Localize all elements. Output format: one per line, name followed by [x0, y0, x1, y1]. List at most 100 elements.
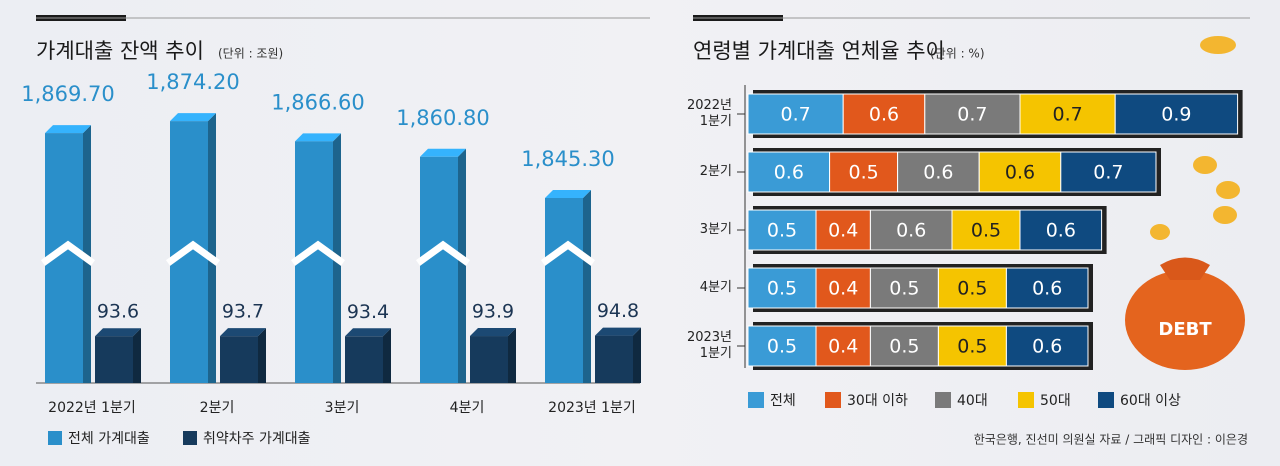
axis-break: [540, 240, 596, 266]
data-label: 0.6: [896, 220, 926, 242]
legend-swatch: [748, 392, 764, 408]
data-label: 0.4: [828, 336, 858, 358]
data-label: 0.5: [767, 220, 797, 242]
bar-segment: [924, 93, 1021, 135]
bar: [595, 335, 633, 383]
chart-title: 연령별 가계대출 연체율 추이: [693, 39, 945, 63]
bar-side: [133, 328, 141, 383]
bar-segment: [1005, 325, 1089, 367]
bar-segment: [815, 209, 871, 251]
x-tick-label: 3분기: [325, 400, 360, 416]
legend-label: 전체 가계대출: [68, 431, 150, 447]
data-label: 0.6: [1046, 220, 1076, 242]
legend-swatch: [183, 431, 197, 445]
data-label: 0.6: [869, 104, 899, 126]
data-label: 0.7: [1093, 162, 1123, 184]
bar-segment: [747, 209, 817, 251]
x-tick-label: 2분기: [200, 400, 235, 416]
data-label: 0.6: [1032, 336, 1062, 358]
data-label: 1,860.80: [396, 106, 490, 130]
bar-segment: [869, 325, 939, 367]
source-note: 한국은행, 진선미 의원실 자료 / 그래픽 디자인 : 이은경: [974, 432, 1248, 447]
bar-segment: [937, 325, 1007, 367]
bar-segment: [747, 93, 844, 135]
bar: [295, 141, 333, 383]
data-label: 1,845.30: [521, 147, 615, 171]
data-label: 0.7: [780, 104, 810, 126]
axis-break: [290, 240, 346, 266]
bar-segment: [747, 267, 817, 309]
data-label: 0.7: [1052, 104, 1082, 126]
axis-break: [40, 240, 96, 266]
y-tick-label: 3분기: [699, 222, 732, 237]
data-label: 0.6: [1032, 278, 1062, 300]
bar: [420, 156, 458, 383]
legend-label: 60대 이상: [1120, 393, 1181, 409]
chart-title: 가계대출 잔액 추이: [36, 39, 204, 63]
bar-segment: [1114, 93, 1239, 135]
bar-side: [383, 328, 391, 383]
legend-label: 40대: [957, 393, 988, 409]
bar-side: [508, 328, 516, 383]
bar-segment: [1005, 267, 1089, 309]
data-label: 1,874.20: [146, 70, 240, 94]
bar-side: [583, 190, 591, 383]
data-label: 0.5: [957, 278, 987, 300]
data-label: 0.4: [828, 220, 858, 242]
data-label: 93.6: [97, 301, 139, 323]
bar-segment: [978, 151, 1062, 193]
legend-swatch: [1098, 392, 1114, 408]
legend-label: 취약차주 가계대출: [203, 431, 311, 447]
bar: [545, 198, 583, 383]
data-label: 0.5: [848, 162, 878, 184]
bar-top: [420, 148, 466, 157]
y-tick-label: 2분기: [699, 164, 732, 179]
data-label: 0.4: [828, 278, 858, 300]
x-tick-label: 4분기: [450, 400, 485, 416]
bar-segment: [747, 151, 831, 193]
annotation: DEBT: [1158, 319, 1212, 340]
bar-segment: [869, 209, 953, 251]
data-label: 94.8: [597, 300, 639, 322]
bar: [470, 336, 508, 383]
data-label: 0.5: [767, 336, 797, 358]
data-label: 93.9: [472, 301, 514, 323]
axis-break: [165, 240, 221, 266]
bar-segment: [815, 325, 871, 367]
bar: [220, 336, 258, 383]
bar-segment: [951, 209, 1021, 251]
chart-subtitle: (단위 : 조원): [218, 47, 283, 61]
y-tick-label: 2022년 1분기: [686, 98, 732, 129]
bar-top: [95, 328, 141, 337]
legend-swatch: [825, 392, 841, 408]
bar-segment: [1060, 151, 1157, 193]
bar-top: [220, 328, 266, 337]
legend-label: 전체: [770, 393, 796, 409]
data-label: 0.6: [923, 162, 953, 184]
data-label: 0.5: [957, 336, 987, 358]
bar-side: [258, 328, 266, 383]
legend-label: 30대 이하: [847, 393, 908, 409]
data-label: 0.6: [774, 162, 804, 184]
data-label: 93.7: [222, 301, 264, 323]
data-label: 0.5: [889, 336, 919, 358]
bar-side: [208, 113, 216, 383]
bar-top: [545, 190, 591, 198]
bar: [345, 336, 383, 383]
bar-segment: [897, 151, 980, 193]
data-label: 1,869.70: [21, 82, 115, 106]
axis-break: [415, 240, 471, 266]
legend-swatch: [48, 431, 62, 445]
data-label: 0.5: [889, 278, 919, 300]
bar-side: [458, 148, 466, 383]
data-label: 0.5: [971, 220, 1001, 242]
bar-segment: [869, 267, 939, 309]
data-label: 0.6: [1005, 162, 1035, 184]
bar-segment: [937, 267, 1007, 309]
debt-bag: DEBT: [1125, 36, 1245, 370]
bar-top: [470, 328, 516, 337]
bar-segment: [1019, 93, 1116, 135]
legend-swatch: [935, 392, 951, 408]
y-tick-label: 4분기: [699, 280, 732, 295]
